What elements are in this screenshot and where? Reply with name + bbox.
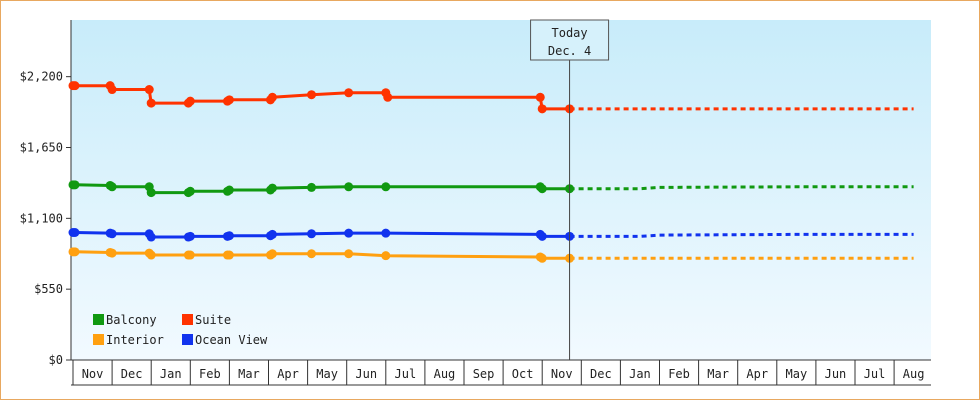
data-point	[107, 85, 117, 95]
legend-swatch	[182, 334, 193, 345]
x-month-label: Jun	[355, 367, 377, 381]
x-month-label: May	[786, 367, 808, 381]
data-point	[146, 232, 156, 242]
data-point	[70, 247, 80, 257]
x-month-label: Apr	[746, 367, 768, 381]
x-month-label: Jul	[864, 367, 886, 381]
today-label: Today	[552, 26, 588, 40]
data-point	[537, 253, 547, 263]
y-tick-label: $1,650	[20, 141, 63, 155]
data-point	[344, 249, 354, 259]
legend-item: Suite	[182, 313, 231, 327]
data-point	[307, 90, 317, 100]
data-point	[381, 228, 391, 238]
data-point	[307, 182, 317, 192]
data-point	[224, 231, 234, 241]
data-point	[185, 186, 195, 196]
y-tick-label: $2,200	[20, 70, 63, 84]
x-month-label: Sep	[473, 367, 495, 381]
series-layer	[68, 81, 914, 263]
x-month-label: Oct	[512, 367, 534, 381]
data-point	[146, 98, 156, 108]
x-month-label: Nov	[551, 367, 573, 381]
x-month-label: Jul	[395, 367, 417, 381]
x-month-label: Jun	[825, 367, 847, 381]
data-point	[185, 96, 195, 106]
series-forecast-line	[569, 185, 914, 191]
x-month-label: Jan	[629, 367, 651, 381]
data-point	[344, 182, 354, 192]
data-point	[307, 229, 317, 239]
legend-label: Suite	[195, 313, 231, 327]
data-point	[344, 228, 354, 238]
x-month-label: Feb	[199, 367, 221, 381]
data-point	[224, 95, 234, 105]
x-month-label: Dec	[121, 367, 143, 381]
y-axis: $0 $550 $1,100 $1,650 $2,200	[20, 20, 72, 367]
data-point	[267, 229, 277, 239]
today-box	[530, 19, 610, 61]
y-tick-label: $1,100	[20, 211, 63, 225]
data-point	[70, 180, 80, 190]
legend-item: Balcony	[93, 313, 157, 327]
data-point	[224, 185, 234, 195]
x-month-label: Dec	[590, 367, 612, 381]
legend-label: Interior	[106, 333, 164, 347]
legend-item: Ocean View	[182, 333, 268, 347]
data-point	[307, 249, 317, 259]
data-point	[381, 182, 391, 192]
x-month-label: Apr	[277, 367, 299, 381]
x-month-label: Nov	[82, 367, 104, 381]
today-date-label: Dec. 4	[548, 44, 591, 58]
x-month-label: Aug	[903, 367, 925, 381]
y-tick-label: $0	[49, 353, 63, 367]
series-balcony	[68, 180, 914, 198]
x-month-label: Jan	[160, 367, 182, 381]
x-month-label: Feb	[668, 367, 690, 381]
data-point	[224, 250, 234, 260]
data-point	[146, 188, 156, 198]
legend-item: Interior	[93, 333, 164, 347]
data-point	[144, 85, 154, 95]
data-point	[70, 81, 80, 91]
x-month-label: Mar	[707, 367, 729, 381]
x-month-label: Mar	[238, 367, 260, 381]
data-point	[267, 92, 277, 102]
x-month-label: Aug	[434, 367, 456, 381]
legend: Balcony Suite Interior Ocean View	[93, 313, 268, 347]
legend-label: Balcony	[106, 313, 157, 327]
legend-swatch	[182, 314, 193, 325]
data-point	[537, 104, 547, 114]
data-point	[185, 250, 195, 260]
y-tick-label: $550	[34, 282, 63, 296]
series-forecast-line	[569, 232, 914, 238]
data-point	[267, 183, 277, 193]
x-axis: Nov Dec Jan Feb Mar Apr May Jun Jul Aug Sep Oct Nov D…	[71, 359, 931, 386]
series-interior	[68, 247, 914, 263]
data-point	[107, 182, 117, 192]
data-point	[537, 231, 547, 241]
x-month-label: May	[316, 367, 338, 381]
today-marker: Today Dec. 4	[530, 19, 610, 360]
data-point	[267, 249, 277, 259]
data-point	[107, 229, 117, 239]
data-point	[381, 251, 391, 261]
legend-label: Ocean View	[195, 333, 268, 347]
data-point	[537, 184, 547, 194]
data-point	[185, 231, 195, 241]
legend-swatch	[93, 314, 104, 325]
data-point	[146, 250, 156, 260]
series-suite	[68, 81, 914, 114]
data-point	[535, 92, 545, 102]
data-point	[344, 88, 354, 98]
data-point	[383, 92, 393, 102]
data-point	[107, 248, 117, 258]
legend-swatch	[93, 334, 104, 345]
data-point	[70, 228, 80, 237]
